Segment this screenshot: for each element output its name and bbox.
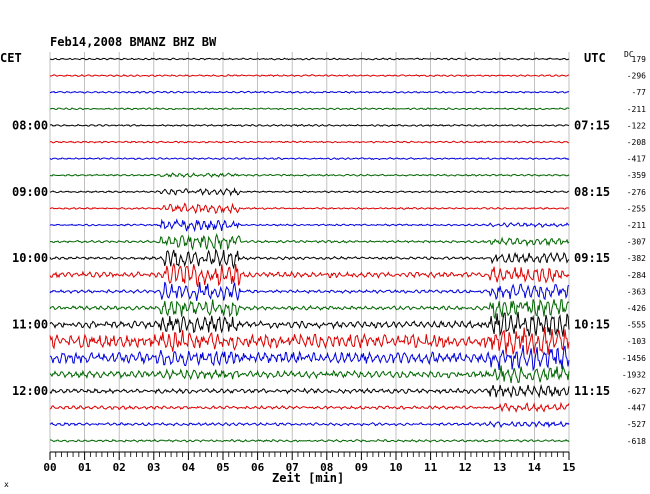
x-tick-label: 05 [216, 461, 229, 474]
trace-row [49, 107, 570, 111]
left-time-label: 08:00 [12, 118, 48, 132]
x-tick-label: 12 [459, 461, 472, 474]
right-time-label: 07:15 [574, 118, 610, 132]
trace-row [49, 298, 570, 320]
trace-row [49, 140, 570, 144]
dc-offset-label: -276 [627, 188, 646, 197]
dc-offset-label: -211 [627, 221, 646, 230]
trace-row [49, 281, 570, 301]
dc-offset-label: -426 [627, 304, 646, 313]
trace-row [49, 345, 570, 372]
dc-offset-label: -359 [627, 171, 646, 180]
trace-row [49, 364, 570, 384]
dc-offset-label: -382 [627, 254, 646, 263]
dc-offset-label: -527 [627, 420, 646, 429]
trace-row [49, 401, 570, 414]
x-tick-label: 03 [147, 461, 160, 474]
x-tick-label: 13 [493, 461, 506, 474]
dc-offset-label: -208 [627, 138, 646, 147]
dc-offset-label: -77 [632, 88, 647, 97]
x-tick-label: 11 [424, 461, 438, 474]
x-tick-label: 15 [562, 461, 575, 474]
right-time-label: 10:15 [574, 318, 610, 332]
right-time-label: 08:15 [574, 185, 610, 199]
dc-offset-label: -284 [627, 271, 646, 280]
left-timezone-label: CET [0, 51, 22, 65]
dc-offset-label: 179 [632, 55, 647, 64]
dc-offset-label: -307 [627, 238, 646, 247]
x-tick-label: 08 [320, 461, 333, 474]
dc-offset-label: -363 [627, 287, 646, 296]
x-tick-label: 07 [286, 461, 299, 474]
trace-group [49, 57, 570, 443]
x-tick-label: 01 [78, 461, 92, 474]
left-time-label: 12:00 [12, 384, 48, 398]
dc-offset-label: -255 [627, 204, 646, 213]
right-time-label: 09:15 [574, 251, 610, 265]
dc-offset-label: -1456 [622, 354, 646, 363]
trace-row [50, 172, 570, 179]
x-tick-label: 06 [251, 461, 265, 474]
right-time-label: 11:15 [574, 384, 610, 398]
trace-row [49, 420, 570, 429]
trace-row [49, 263, 570, 288]
x-tick-label: 04 [182, 461, 196, 474]
dc-offset-label: -447 [627, 404, 646, 413]
grid-lines [49, 52, 570, 460]
dc-header-label: DC [624, 50, 634, 59]
left-time-label: 09:00 [12, 185, 48, 199]
dc-offset-label: -417 [627, 155, 646, 164]
dc-offset-label: -627 [627, 387, 646, 396]
label-group: 179 -296 -77 -211 -122 -208 -417 -359 -276 -255 -2… [12, 55, 646, 474]
x-tick-label: 14 [528, 461, 542, 474]
trace-row [49, 73, 570, 78]
trace-row [49, 123, 570, 128]
x-axis-label: Zeit [min] [272, 471, 344, 485]
x-tick-label: 10 [389, 461, 402, 474]
trace-row [49, 90, 570, 94]
trace-row [49, 57, 570, 61]
dc-offset-label: -122 [627, 121, 646, 130]
dc-offset-label: -1932 [622, 370, 646, 379]
left-time-label: 10:00 [12, 251, 48, 265]
chart-title: Feb14,2008 BMANZ BHZ BW [50, 35, 217, 49]
trace-row [49, 157, 570, 161]
trace-row [49, 311, 570, 337]
dc-offset-label: -555 [627, 321, 646, 330]
trace-row [49, 218, 570, 233]
trace-row [49, 233, 570, 251]
dc-offset-label: -618 [627, 437, 646, 446]
left-time-label: 11:00 [12, 318, 48, 332]
x-tick-label: 02 [113, 461, 126, 474]
x-tick-label: 09 [355, 461, 368, 474]
trace-row [49, 326, 570, 355]
trace-row [49, 383, 570, 399]
trace-row [49, 438, 570, 443]
trace-row [49, 187, 570, 197]
footer-mark: x [4, 480, 9, 489]
dc-offset-label: -103 [627, 337, 646, 346]
x-tick-label: 00 [43, 461, 56, 474]
dc-offset-label: -296 [627, 72, 646, 81]
dc-offset-label: -211 [627, 105, 646, 114]
trace-row [49, 248, 570, 270]
right-timezone-label: UTC [584, 51, 606, 65]
trace-row [49, 202, 570, 215]
